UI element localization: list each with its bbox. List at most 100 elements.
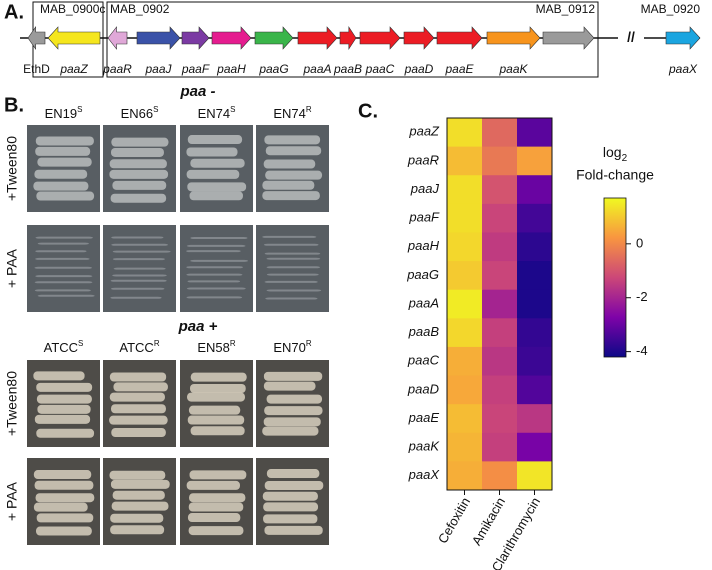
growth-streak — [189, 470, 247, 480]
gene-label: paaJ — [144, 62, 172, 76]
growth-streak — [35, 275, 93, 278]
growth-streak — [112, 258, 165, 261]
growth-streak — [266, 289, 322, 292]
break-gap — [618, 28, 644, 48]
row-label: paaF — [408, 210, 440, 225]
growth-streak — [190, 158, 245, 168]
heatmap-cell — [482, 261, 518, 291]
condition-label: +Tween80 — [4, 136, 20, 201]
growth-streak — [112, 274, 167, 277]
row-label: paaZ — [408, 124, 440, 139]
growth-streak — [35, 136, 94, 146]
growth-streak — [188, 526, 244, 536]
growth-streak — [113, 382, 168, 392]
strain-name: EN58 — [197, 340, 230, 355]
strain-label: EN74R — [273, 105, 312, 121]
gene-label: paaH — [216, 62, 246, 76]
panel-label: C. — [358, 100, 378, 122]
heatmap-cell — [482, 118, 518, 148]
growth-streak — [109, 392, 165, 402]
gene-label: paaK — [498, 62, 528, 76]
heatmap-cell — [517, 432, 553, 462]
growth-streak — [33, 181, 89, 191]
gene-arrow — [359, 26, 401, 50]
growth-streak — [37, 157, 92, 167]
gene-label: paaZ — [59, 62, 88, 76]
strain-sup: R — [154, 339, 160, 348]
growth-streak — [186, 296, 243, 299]
panel-label: A. — [4, 1, 24, 23]
colorbar — [603, 197, 627, 358]
growth-streak — [111, 501, 169, 511]
growth-streak — [262, 426, 319, 436]
strain-sup: R — [306, 105, 312, 114]
heatmap-cell — [482, 461, 518, 491]
heatmap-cell — [482, 404, 518, 434]
heatmap-cell — [447, 318, 483, 348]
colorbar-title: log2 — [603, 144, 628, 164]
growth-streak — [36, 394, 92, 404]
growth-streak — [187, 392, 245, 402]
group-title: paa + — [178, 318, 218, 335]
growth-streak — [264, 525, 323, 535]
colorbar-title-sub: 2 — [622, 153, 628, 164]
growth-streak — [34, 289, 91, 292]
growth-streak — [33, 470, 92, 480]
heatmap-cell — [447, 375, 483, 405]
growth-streak — [190, 372, 247, 382]
growth-streak — [35, 250, 87, 253]
heatmap-cell — [517, 118, 553, 148]
gene-label: paaG — [258, 62, 288, 76]
growth-streak — [34, 281, 93, 284]
heatmap-cell — [447, 203, 483, 233]
row-label: paaA — [408, 295, 439, 310]
strain-name: EN74 — [273, 106, 306, 121]
growth-streak — [263, 159, 316, 169]
growth-streak — [265, 297, 318, 300]
growth-streak — [186, 169, 240, 179]
heatmap-cell — [482, 375, 518, 405]
strain-label: ATCCR — [119, 339, 159, 355]
heatmap-cell — [482, 289, 518, 319]
heatmap-cell — [482, 432, 518, 462]
growth-streak — [263, 371, 323, 381]
growth-streak — [263, 243, 319, 246]
heatmap-cell — [517, 346, 553, 377]
column-label: Cefoxitin — [435, 495, 473, 546]
growth-streak — [186, 480, 240, 490]
row-label: paaX — [408, 467, 441, 482]
row-label: paaC — [407, 353, 440, 368]
growth-streak — [190, 384, 246, 394]
growth-streak — [262, 191, 320, 201]
growth-streak — [111, 236, 164, 239]
panel-label: B. — [4, 94, 24, 116]
growth-streak — [187, 182, 247, 192]
column-label: Amikacin — [469, 495, 508, 548]
growth-streak — [262, 491, 318, 501]
gene-arrow — [136, 26, 181, 50]
heatmap-cell — [482, 232, 518, 262]
growth-streak — [186, 250, 241, 253]
condition-label: +Tween80 — [4, 371, 20, 436]
row-label: paaB — [408, 324, 440, 339]
growth-streak — [263, 381, 316, 391]
growth-streak — [36, 382, 93, 392]
gene-label: paaE — [444, 62, 474, 76]
group-title: paa - — [179, 83, 215, 100]
growth-streak — [111, 428, 166, 438]
row-label: paaG — [406, 267, 439, 282]
growth-streak — [110, 287, 165, 290]
growth-streak — [187, 280, 241, 283]
gene-arrow — [181, 26, 210, 50]
strain-name: EN66 — [121, 106, 154, 121]
growth-streak — [186, 273, 243, 276]
growth-streak — [186, 147, 238, 157]
gene-arrow — [27, 26, 46, 50]
growth-streak — [37, 294, 95, 297]
growth-streak — [190, 236, 248, 239]
growth-streak — [34, 169, 88, 179]
strain-name: EN70 — [273, 340, 306, 355]
growth-streak — [109, 372, 167, 382]
growth-streak — [111, 243, 169, 246]
gene-arrow — [211, 26, 252, 50]
